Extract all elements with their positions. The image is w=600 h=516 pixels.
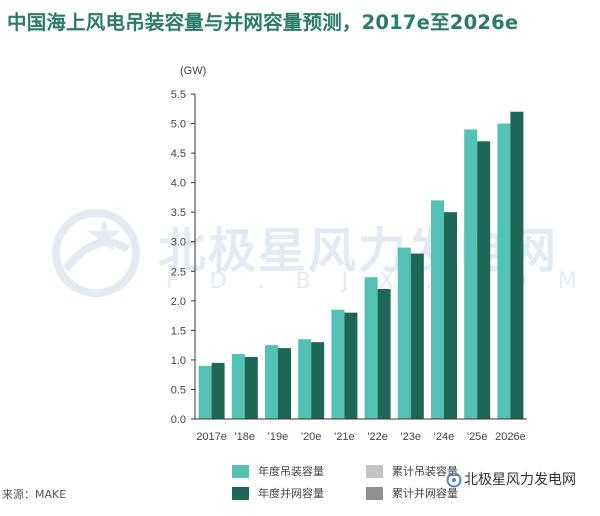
bar-installed-2 — [265, 345, 278, 419]
bar-installed-9 — [497, 123, 511, 419]
y-tick-label: 1.5 — [171, 325, 186, 337]
bar-grid-6 — [410, 253, 424, 419]
bar-installed-7 — [431, 200, 444, 419]
brand-text: 北极星风力发电网 — [464, 472, 576, 488]
bar-installed-4 — [331, 309, 345, 419]
bar-installed-3 — [298, 339, 312, 419]
y-tick-label: 2.0 — [171, 296, 186, 308]
legend-item-cumulative-grid: 累计并网容量 — [366, 485, 458, 501]
source-note: 来源：MAKE — [2, 488, 67, 501]
y-tick-label: 0.0 — [171, 414, 186, 426]
legend-item-annual-grid: 年度并网容量 — [232, 485, 324, 501]
bar-grid-9 — [510, 111, 524, 420]
y-tick-label: 4.5 — [171, 148, 186, 160]
bar-installed-0 — [198, 365, 212, 419]
legend-swatch — [232, 486, 249, 500]
brand-logo-icon — [446, 472, 462, 488]
bar-grid-4 — [344, 312, 358, 419]
x-tick-label: '24e — [434, 431, 454, 443]
bar-grid-1 — [244, 356, 258, 419]
bar-installed-1 — [231, 354, 245, 419]
x-tick-label: '25e — [467, 431, 487, 443]
x-tick-label: '23e — [401, 431, 421, 443]
x-tick-label: 2026e — [495, 431, 526, 443]
bar-grid-7 — [444, 212, 457, 419]
legend-label: 年度并网容量 — [258, 487, 324, 500]
chart-title: 中国海上风电吊装容量与并网容量预测，2017e至2026e — [7, 11, 519, 34]
x-tick-label: '22e — [367, 431, 387, 443]
legend-label: 累计并网容量 — [392, 487, 458, 500]
y-tick-label: 3.5 — [171, 207, 186, 219]
x-tick-label: '18e — [235, 431, 255, 443]
y-tick-label: 0.5 — [171, 384, 186, 396]
bar-grid-3 — [311, 342, 325, 419]
x-tick-label: '19e — [268, 431, 288, 443]
bar-grid-5 — [377, 289, 391, 419]
bar-installed-5 — [364, 277, 378, 419]
legend-label: 累计吊装容量 — [392, 465, 458, 478]
legend-item-annual-installed: 年度吊装容量 — [232, 463, 324, 479]
x-tick-label: '20e — [301, 431, 321, 443]
bar-chart: 0.0 0.5 1.0 1.5 2.0 2.5 3.0 3.5 4.0 4.5 5.0 5.5 201… — [171, 65, 527, 443]
legend-swatch — [366, 486, 383, 500]
y-unit-label: (GW) — [180, 65, 206, 77]
legend-swatch — [232, 464, 249, 478]
brand-badge: 北极星风力发电网 — [446, 469, 576, 489]
y-tick-label: 2.5 — [171, 266, 186, 278]
x-tick-label: '21e — [334, 431, 354, 443]
bar-installed-6 — [397, 247, 411, 419]
bar-grid-0 — [211, 362, 225, 419]
legend-swatch — [366, 464, 383, 478]
bar-grid-2 — [278, 348, 291, 419]
y-tick-label: 4.0 — [171, 178, 186, 190]
y-tick-label: 5.5 — [171, 89, 186, 101]
y-tick-label: 1.0 — [171, 355, 186, 367]
x-tick-label: 2017e — [196, 431, 227, 443]
y-tick-label: 5.0 — [171, 119, 186, 131]
legend-item-cumulative-installed: 累计吊装容量 — [366, 463, 458, 479]
legend-label: 年度吊装容量 — [258, 465, 324, 478]
y-tick-label: 3.0 — [171, 237, 186, 249]
bar-installed-8 — [464, 129, 478, 420]
bar-grid-8 — [477, 141, 491, 420]
